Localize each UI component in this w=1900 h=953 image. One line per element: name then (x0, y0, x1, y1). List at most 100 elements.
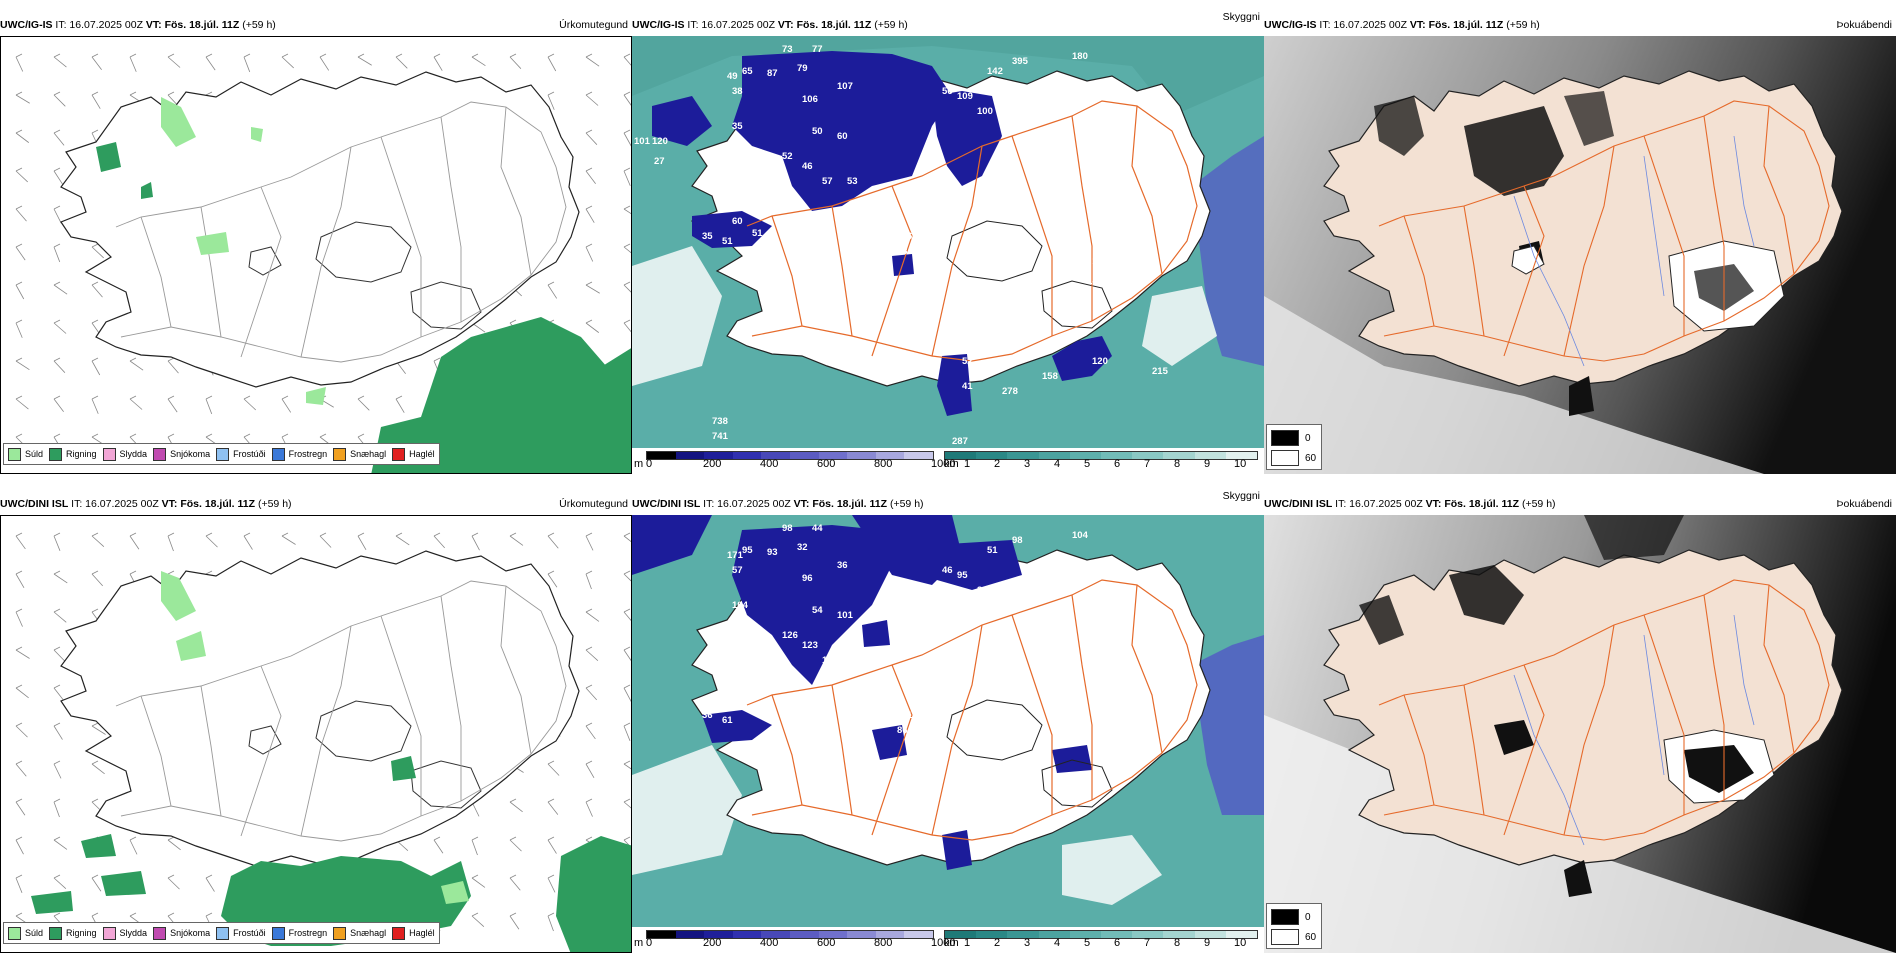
wind-barb-tick (53, 91, 61, 96)
wind-barb-tick (509, 874, 517, 879)
wind-barb (15, 687, 29, 699)
wind-barb (53, 208, 62, 224)
fog-legend-item: 60 (1271, 450, 1316, 466)
wind-barb-tick (357, 53, 365, 58)
wind-barb-tick (91, 243, 99, 248)
cloud-base-label: 51 (987, 545, 998, 556)
wind-barb (53, 649, 66, 662)
wind-barb (167, 56, 181, 68)
cloud-base-label: 148 (822, 655, 838, 666)
wind-barb-tick (15, 836, 23, 841)
precip-type-legend: Súld Rigning Slydda Snjókoma Frostúði Frostre… (3, 922, 440, 944)
wind-barb (547, 535, 559, 549)
wind-barb-tick (15, 205, 23, 210)
fog-map[interactable]: 0 60 (1264, 36, 1896, 474)
cloud-base-label: 278 (1002, 386, 1018, 397)
cloud-map[interactable]: 73 77 65 87 49 38 79 106 107 35 50 60 52 46 57 53 60 35 51… (632, 36, 1264, 474)
wind-barb-tick (471, 836, 479, 841)
wind-barb-tick (167, 912, 175, 917)
wind-barb (585, 687, 598, 701)
model-name: UWC/IG-IS (632, 19, 685, 31)
wind-barb-tick (167, 91, 175, 96)
wind-barb-tick (243, 433, 251, 438)
wind-barb-tick (585, 91, 593, 96)
wind-barb (319, 56, 330, 71)
km-tick: 4 (1054, 937, 1061, 949)
wind-barb (471, 535, 480, 551)
cloud-base-label: 52 (782, 151, 793, 162)
fog-legend-value: 0 (1305, 911, 1311, 923)
wind-barb-tick (395, 532, 403, 537)
wind-barb-tick (433, 532, 441, 537)
cloud-base-label: 65 (742, 66, 753, 77)
legend-swatch (102, 926, 116, 940)
panel-header: UWC/IG-IS IT: 16.07.2025 00Z VT: Fös. 18… (1264, 14, 1896, 36)
wind-barb-tick (53, 395, 61, 400)
wind-barb-tick (357, 395, 365, 400)
cloud-base-label: 759 (1102, 156, 1118, 167)
precip-type-legend: Súld Rigning Slydda Snjókoma Frostúði Frostre… (3, 443, 440, 465)
wind-barb (91, 535, 105, 548)
wind-barb (129, 398, 143, 410)
wind-barb (91, 573, 104, 587)
wind-barb (15, 322, 23, 338)
wind-barb-tick (509, 836, 517, 841)
wind-barb-tick (205, 532, 213, 537)
wind-barb (547, 56, 557, 72)
cloud-base-label: 215 (1152, 366, 1168, 377)
forecast-offset: (+59 h) (1506, 19, 1540, 31)
wind-barb (53, 170, 64, 185)
wind-barb (623, 763, 631, 770)
wind-barb-tick (129, 570, 137, 575)
wind-barb-tick (471, 532, 479, 537)
cloud-base-label: 96 (802, 573, 813, 584)
km-tick: 9 (1204, 458, 1211, 470)
wind-barb (623, 535, 631, 542)
wind-barb-tick (167, 532, 175, 537)
wind-barb (91, 56, 102, 71)
cloud-base-label: 46 (942, 565, 953, 576)
precip-areas (96, 97, 631, 473)
legend-label: Snæhagl (350, 928, 387, 938)
cloud-base-label: 741 (712, 431, 728, 442)
wind-barb-tick (129, 357, 137, 362)
wind-barb (53, 322, 67, 334)
km-color-bar (944, 451, 1258, 460)
wind-barb-tick (15, 532, 23, 537)
wind-barb-tick (623, 129, 631, 134)
km-color-bar (944, 930, 1258, 939)
init-time: IT: 16.07.2025 00Z (55, 19, 143, 31)
fog-map[interactable]: 0 60 (1264, 515, 1896, 953)
wind-barb-tick (547, 570, 555, 575)
wind-barb-tick (15, 570, 23, 575)
wind-barb (53, 535, 61, 551)
valid-time: VT: Fös. 18.júl. 11Z (161, 498, 256, 510)
wind-barb-tick (15, 684, 23, 689)
legend-label: Haglél (409, 449, 435, 459)
wind-barb (585, 56, 600, 67)
wind-barb-tick (623, 570, 631, 575)
wind-barb-tick (91, 798, 99, 803)
wind-barb-tick (585, 760, 593, 765)
forecast-offset: (+59 h) (889, 498, 924, 510)
legend-item: Frostregn (271, 926, 328, 940)
model-name: UWC/DINI ISL (1264, 498, 1333, 510)
wind-barb (623, 801, 631, 809)
meter-tick: 200 (703, 937, 722, 949)
cloud-base-label: 49 (727, 71, 738, 82)
wind-barb-tick (53, 684, 61, 689)
wind-barb (585, 611, 600, 622)
precip-map[interactable]: Súld Rigning Slydda Snjókoma Frostúði Frostre… (0, 515, 632, 953)
precip-map[interactable]: Súld Rigning Slydda Snjókoma Frostúði Frostre… (0, 36, 632, 474)
wind-barb (205, 877, 215, 892)
meter-color-bar (646, 451, 934, 460)
wind-barb-tick (205, 53, 213, 58)
cloud-map[interactable]: 98 44 95 93 171 57 32 96 36 104 54 101 126 123 148 211 6… (632, 515, 1264, 953)
meter-tick: 1000 (931, 458, 956, 470)
meter-unit: m (634, 937, 644, 949)
wind-barb (585, 208, 595, 223)
wind-barb (585, 322, 600, 333)
legend-label: Frostregn (288, 928, 328, 938)
wind-barb (585, 170, 596, 185)
wind-barb (167, 535, 174, 552)
